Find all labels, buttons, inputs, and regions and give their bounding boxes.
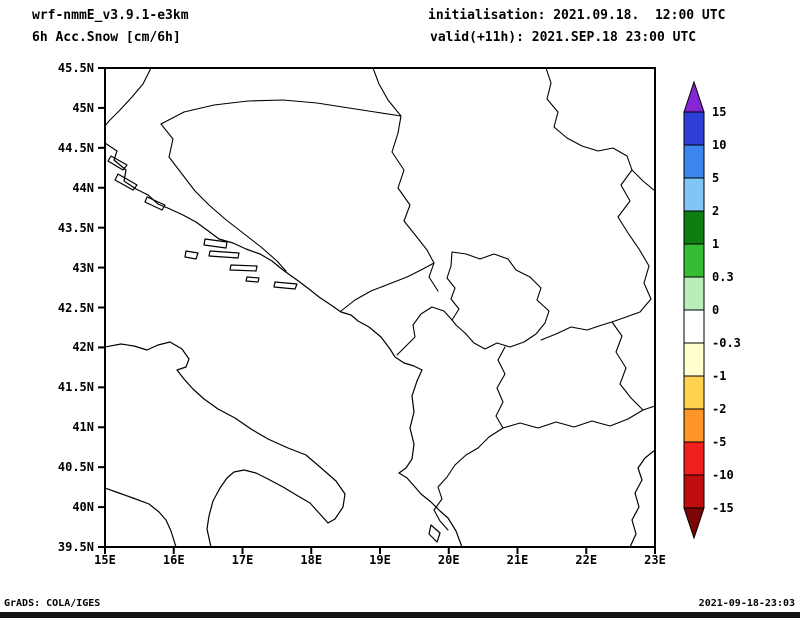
axis-ticks (98, 67, 656, 554)
border-croatia-bosnia-west (160, 123, 287, 272)
creation-timestamp: 2021-09-18-23:03 (698, 598, 795, 609)
coastline-east-adriatic (106, 142, 463, 546)
border-albania-macedonia (495, 346, 506, 429)
colorbar-label: 0.3 (712, 270, 734, 284)
border-serbia-bulgaria (611, 169, 652, 323)
colorbar-segment (683, 342, 705, 377)
x-tick-label: 18E (300, 553, 323, 567)
y-tick-label: 42N (72, 340, 94, 355)
colorbar-label: 15 (712, 105, 727, 119)
border-macedonia-bulgaria (611, 321, 644, 411)
border-bosnia-serbia-drina (391, 115, 439, 292)
y-tick-label: 39.5N (57, 540, 94, 554)
coastline-italy-adriatic (106, 341, 346, 546)
y-tick-label: 41.5N (57, 380, 94, 395)
x-tick-label: 16E (162, 553, 185, 567)
colorbar-segment (683, 243, 705, 278)
colorbar-segment (683, 276, 705, 311)
colorbar-label: 0 (712, 303, 720, 317)
x-tick-label: 17E (231, 553, 254, 567)
border-slovenia-croatia (106, 69, 152, 126)
colorbar-segment (683, 111, 705, 146)
y-tick-label: 43.5N (57, 220, 94, 235)
colorbar-label: -1 (712, 369, 727, 383)
x-tick-label: 15E (94, 553, 116, 567)
colorbar-label: 1 (712, 237, 720, 251)
colorbar-label: 5 (712, 171, 720, 185)
y-tick-label: 44.5N (57, 140, 94, 155)
colorbar-label: -5 (712, 435, 727, 449)
adriatic-islands (107, 155, 441, 543)
border-croatia-serbia (372, 69, 402, 117)
y-tick-label: 44N (72, 180, 94, 195)
colorbar-label: -10 (712, 468, 734, 482)
y-tick-label: 40.5N (57, 460, 94, 475)
y-tick-label: 42.5N (57, 300, 94, 315)
colorbar-label: 2 (712, 204, 720, 218)
colorbar-label: 10 (712, 138, 727, 152)
y-tick-label: 40N (72, 500, 94, 515)
colorbar-segment (683, 144, 705, 179)
y-tick-label: 45.5N (57, 61, 94, 75)
x-tick-label: 21E (506, 553, 529, 567)
field-title: 6h Acc.Snow [cm/6h] (32, 30, 181, 45)
colorbar-segment (683, 474, 705, 509)
window-bottom-strip (0, 612, 800, 618)
border-albania-greece (433, 427, 504, 531)
colorbar-segment (683, 309, 705, 344)
y-tick-label: 41N (72, 420, 94, 435)
x-tick-label: 22E (575, 553, 598, 567)
border-montenegro-albania (396, 306, 453, 356)
colorbar-segment (683, 408, 705, 443)
border-croatia-bosnia-north (160, 99, 402, 125)
x-tick-label: 23E (644, 553, 666, 567)
colorbar-segment (683, 177, 705, 212)
colorbar-segment (683, 441, 705, 476)
coastline-italy-tyrrhenian (106, 487, 177, 546)
colorbar-label: -15 (712, 501, 734, 515)
border-bosnia-montenegro (340, 262, 435, 312)
border-macedonia-greece (502, 405, 654, 429)
colorbar-segment (683, 375, 705, 410)
y-tick-label: 45N (72, 100, 94, 115)
colorbar (683, 80, 705, 540)
grads-credit: GrADS: COLA/IGES (4, 598, 101, 609)
x-tick-label: 19E (369, 553, 391, 567)
plot-frame (104, 67, 656, 548)
colorbar-segment (683, 210, 705, 245)
colorbar-label: -2 (712, 402, 727, 416)
border-kosovo (446, 251, 550, 350)
border-serbia-macedonia (540, 321, 613, 341)
initialisation-time: initialisation: 2021.09.18. 12:00 UTC (428, 8, 726, 23)
coastline-greece-thermaic (629, 450, 654, 546)
border-serbia-romania-danube (545, 69, 654, 191)
x-tick-label: 20E (437, 553, 460, 567)
valid-time: valid(+11h): 2021.SEP.18 23:00 UTC (430, 30, 697, 45)
model-version-title: wrf-nmmE_v3.9.1-e3km (32, 8, 189, 23)
y-tick-label: 43N (72, 260, 94, 275)
colorbar-label: -0.3 (712, 336, 741, 350)
